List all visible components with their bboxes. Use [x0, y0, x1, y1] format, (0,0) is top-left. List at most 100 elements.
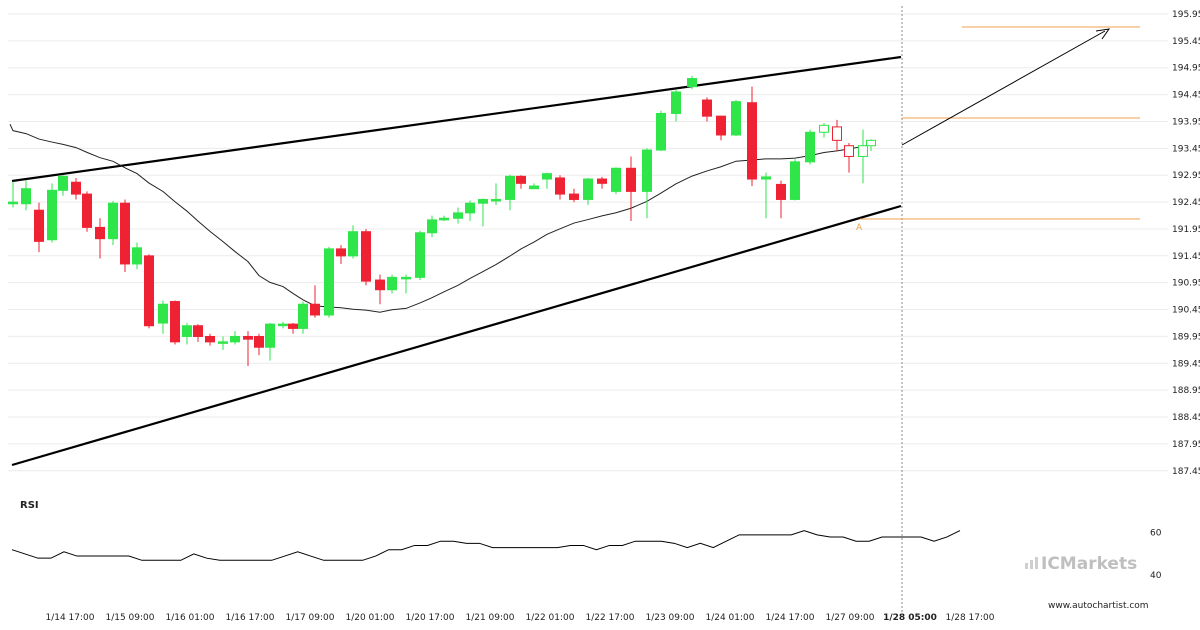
- y-tick-label: 190.9512: [1172, 279, 1200, 289]
- y-tick-label: 191.9512: [1172, 225, 1200, 235]
- lower-trendline: [11, 204, 902, 467]
- candle-body: [819, 124, 829, 133]
- candle-body: [731, 101, 741, 136]
- candle-body: [193, 325, 203, 337]
- candle-body: [58, 175, 68, 191]
- candle: [182, 323, 192, 345]
- candle-body: [478, 198, 488, 204]
- candle-body: [361, 231, 371, 282]
- candle: [401, 274, 411, 294]
- candle: [529, 183, 539, 190]
- candle: [230, 331, 240, 345]
- rsi-panel: RSI 60 40: [11, 500, 1162, 581]
- candle: [144, 254, 154, 329]
- candle-body: [95, 226, 105, 240]
- candle-body: [387, 276, 397, 291]
- candle-body: [71, 181, 81, 195]
- y-tick-label: 187.9512: [1172, 440, 1200, 450]
- x-tick-label: 1/22 17:00: [585, 613, 634, 623]
- candle-body: [858, 145, 868, 157]
- candle: [866, 139, 876, 152]
- candle: [278, 321, 288, 329]
- brand-name: ICMarkets: [1041, 554, 1137, 574]
- candle: [597, 176, 607, 189]
- candle-body: [310, 303, 320, 316]
- x-tick-label: 1/20 01:00: [345, 613, 394, 623]
- y-tick-label: 187.4512: [1172, 467, 1200, 477]
- moving-average-path: [9, 124, 872, 313]
- candle-body: [491, 198, 501, 202]
- candle: [82, 191, 92, 232]
- rsi-tick-label: 40: [1150, 571, 1162, 581]
- y-tick-label: 193.9512: [1172, 117, 1200, 127]
- candle-body: [298, 303, 308, 329]
- candle: [336, 245, 346, 264]
- candle-body: [230, 335, 240, 343]
- candle-body: [427, 219, 437, 234]
- candle-body: [671, 91, 681, 114]
- candle-body: [439, 217, 449, 221]
- candle: [858, 129, 868, 184]
- candle: [348, 225, 358, 259]
- candle-body: [516, 175, 526, 184]
- y-tick-label: 192.9512: [1172, 171, 1200, 181]
- y-tick-label: 195.4512: [1172, 37, 1200, 47]
- candle: [439, 215, 449, 221]
- candle-body: [375, 279, 385, 291]
- rsi-line: [11, 530, 961, 561]
- candle: [642, 148, 652, 219]
- arrow-head-icon: [1095, 28, 1111, 40]
- candle-body: [401, 276, 411, 280]
- x-tick-label: 1/17 09:00: [285, 613, 334, 623]
- candle: [656, 110, 666, 152]
- x-tick-label: 1/14 17:00: [45, 613, 94, 623]
- candle: [21, 180, 31, 211]
- y-axis-ticks: 195.9512 195.4512 194.9512 194.4512 193.9512…: [1172, 10, 1200, 477]
- candlestick-series: [8, 75, 876, 367]
- projection-arrow: [901, 30, 1106, 146]
- candle-body: [611, 167, 621, 192]
- candle: [453, 207, 463, 224]
- candle-body: [170, 301, 180, 343]
- candle: [71, 177, 81, 200]
- candle: [34, 202, 44, 253]
- x-tick-label: 1/16 17:00: [225, 613, 274, 623]
- candle-body: [555, 177, 565, 195]
- y-tick-label: 194.4512: [1172, 91, 1200, 101]
- x-tick-label: 1/23 09:00: [645, 613, 694, 623]
- x-tick-label: 1/24 17:00: [765, 613, 814, 623]
- site-credit: www.autochartist.com: [1048, 601, 1149, 611]
- channel-trendlines: [11, 55, 902, 467]
- x-tick-label: 1/24 01:00: [705, 613, 754, 623]
- candle-body: [158, 303, 168, 324]
- candle: [761, 172, 771, 219]
- y-tick-label: 191.4512: [1172, 252, 1200, 262]
- candle-body: [348, 231, 358, 257]
- candle-body: [844, 145, 854, 157]
- x-tick-label: 1/15 09:00: [105, 613, 154, 623]
- candle-body: [21, 188, 31, 205]
- watermark-logo: ICMarkets: [1025, 554, 1137, 574]
- candle: [776, 180, 786, 219]
- candle-body: [626, 167, 636, 192]
- pattern-point-label: A: [856, 223, 863, 233]
- bars-icon: [1025, 557, 1038, 569]
- candle: [47, 183, 57, 243]
- candle: [747, 86, 757, 187]
- y-tick-label: 193.4512: [1172, 144, 1200, 154]
- candle: [361, 229, 371, 286]
- candle-body: [47, 189, 57, 241]
- candle-body: [218, 341, 228, 344]
- candle-body: [336, 248, 346, 257]
- x-tick-label: 1/20 17:00: [405, 613, 454, 623]
- upper-trendline: [11, 55, 902, 183]
- candle-body: [832, 126, 842, 141]
- candle-body: [288, 323, 298, 329]
- candle-body: [583, 178, 593, 200]
- candle: [298, 301, 308, 334]
- candle-body: [505, 175, 515, 200]
- candle: [120, 199, 130, 272]
- candle: [324, 246, 334, 318]
- candle: [702, 97, 712, 122]
- pattern-levels: A: [856, 26, 1140, 233]
